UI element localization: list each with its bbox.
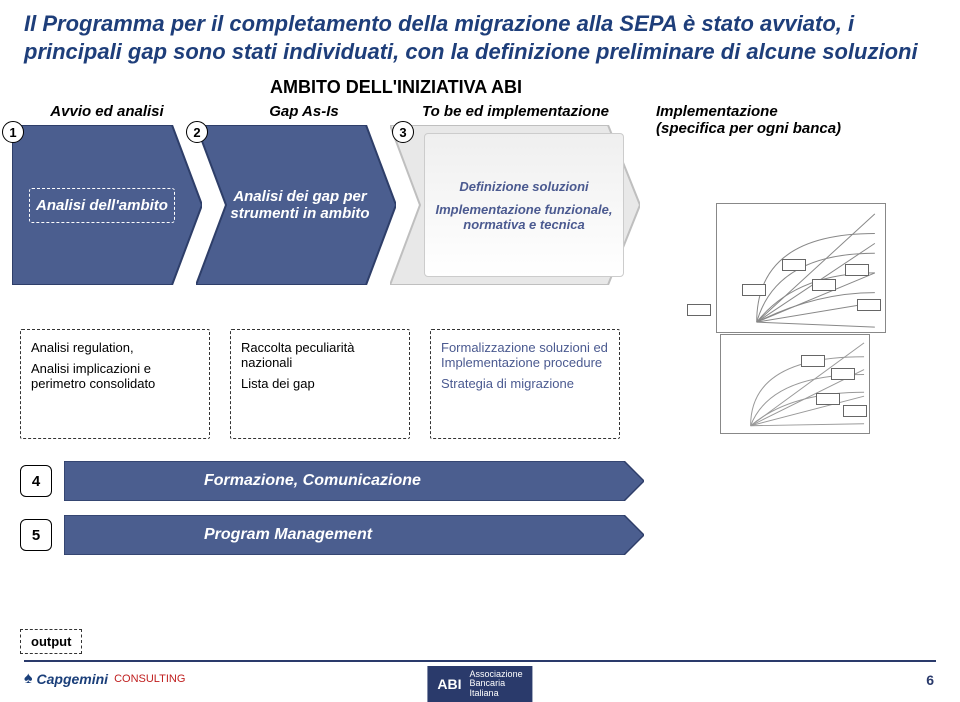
detail-box-3: Formalizzazione soluzioni ed Implementaz…	[430, 329, 620, 439]
capgemini-logo: ♠ Capgemini CONSULTING	[24, 668, 185, 690]
phase-label-4a: Implementazione	[656, 103, 778, 120]
phase-chevron-3: 3 Definizione soluzioni Implementazione …	[390, 125, 640, 285]
phase-chevron-2: 2 Analisi dei gap per strumenti in ambit…	[196, 125, 396, 285]
radar-graphic	[656, 193, 916, 343]
phase-number-1: 1	[2, 121, 24, 143]
brand2-main: ABI	[437, 676, 461, 692]
bar-4-text: Formazione, Comunicazione	[64, 461, 644, 501]
phase-1-text: Analisi dell'ambito	[29, 188, 175, 223]
brand2-side: AssociazioneBancariaItaliana	[470, 670, 523, 698]
spade-icon: ♠	[24, 670, 33, 688]
page-title: Il Programma per il completamento della …	[0, 0, 960, 73]
phase-2-text: Analisi dei gap per strumenti in ambito	[230, 188, 370, 222]
detail-3-l1: Formalizzazione soluzioni ed Implementaz…	[441, 340, 609, 370]
phase-3-line2: Implementazione funzionale, normativa e …	[433, 202, 615, 232]
phase-3-line1: Definizione soluzioni	[459, 179, 588, 194]
bar-5: 5 Program Management	[20, 513, 940, 557]
output-label: output	[20, 629, 82, 654]
detail-row: Analisi regulation, Analisi implicazioni…	[20, 329, 940, 449]
bar-4: 4 Formazione, Comunicazione	[20, 459, 940, 503]
phase-chevron-1: 1 Analisi dell'ambito	[12, 125, 202, 285]
ambito-header: AMBITO DELL'INIZIATIVA ABI	[196, 77, 596, 98]
phase-diagram: AMBITO DELL'INIZIATIVA ABI Avvio ed anal…	[16, 77, 944, 317]
bar-4-chevron: Formazione, Comunicazione	[64, 461, 644, 501]
phase-label-3: To be ed implementazione	[414, 103, 636, 120]
bar-5-num: 5	[20, 519, 52, 551]
brand1-main: Capgemini	[37, 671, 109, 687]
bar-5-text: Program Management	[64, 515, 644, 555]
brand1-sub: CONSULTING	[114, 673, 185, 685]
detail-box-1: Analisi regulation, Analisi implicazioni…	[20, 329, 210, 439]
detail-1-l2: Analisi implicazioni e perimetro consoli…	[31, 361, 199, 391]
phase-label-1: Avvio ed analisi	[20, 103, 194, 120]
abi-logo: ABI AssociazioneBancariaItaliana	[427, 666, 532, 702]
bar-5-chevron: Program Management	[64, 515, 644, 555]
mini-radar-graphic	[650, 334, 910, 444]
phase-number-3: 3	[392, 121, 414, 143]
page-number: 6	[926, 672, 934, 688]
phase-number-2: 2	[186, 121, 208, 143]
footer: ♠ Capgemini CONSULTING ABI AssociazioneB…	[0, 660, 960, 700]
footer-divider	[24, 660, 936, 662]
phase-label-2: Gap As-Is	[234, 103, 374, 120]
detail-1-l1: Analisi regulation,	[31, 340, 199, 355]
detail-3-l2: Strategia di migrazione	[441, 376, 609, 391]
detail-2-l2: Lista dei gap	[241, 376, 399, 391]
bar-4-num: 4	[20, 465, 52, 497]
detail-box-2: Raccolta peculiarità nazionali Lista dei…	[230, 329, 410, 439]
detail-2-l1: Raccolta peculiarità nazionali	[241, 340, 399, 370]
